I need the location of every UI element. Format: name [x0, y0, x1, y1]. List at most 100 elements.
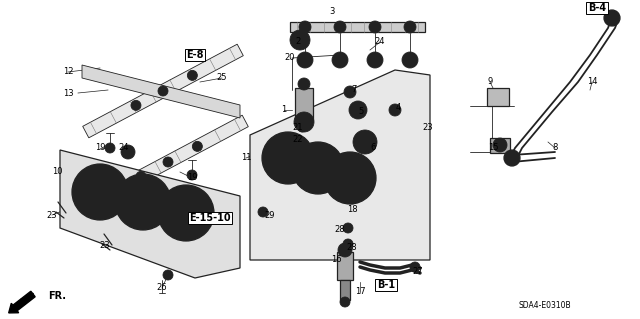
Circle shape [262, 132, 314, 184]
Text: FR.: FR. [48, 291, 66, 301]
Circle shape [163, 157, 173, 167]
Text: 11: 11 [241, 153, 252, 162]
Text: 15: 15 [488, 144, 499, 152]
Circle shape [300, 150, 336, 186]
Text: E-8: E-8 [186, 50, 204, 60]
Text: 1: 1 [282, 106, 287, 115]
Text: 12: 12 [63, 68, 73, 77]
Circle shape [115, 174, 171, 230]
Circle shape [123, 182, 163, 222]
Text: 19: 19 [187, 174, 197, 182]
Circle shape [188, 70, 197, 80]
Circle shape [158, 185, 214, 241]
Text: 2: 2 [296, 38, 301, 47]
Text: 26: 26 [157, 284, 167, 293]
Circle shape [340, 297, 350, 307]
Text: 28: 28 [335, 226, 346, 234]
Circle shape [367, 52, 383, 68]
Circle shape [344, 86, 356, 98]
Text: 6: 6 [371, 144, 376, 152]
Circle shape [332, 160, 368, 196]
Text: 19: 19 [95, 144, 105, 152]
Polygon shape [83, 44, 243, 138]
Text: 8: 8 [552, 144, 557, 152]
Text: 22: 22 [292, 136, 303, 145]
Circle shape [389, 104, 401, 116]
Circle shape [604, 10, 620, 26]
Text: 7: 7 [351, 85, 356, 94]
Text: 20: 20 [285, 54, 295, 63]
Circle shape [349, 101, 367, 119]
Circle shape [292, 142, 344, 194]
Text: 23: 23 [47, 211, 58, 219]
Circle shape [121, 145, 135, 159]
Text: B-1: B-1 [377, 280, 395, 290]
Text: 14: 14 [587, 78, 597, 86]
Circle shape [72, 164, 128, 220]
Circle shape [187, 170, 197, 180]
Circle shape [80, 172, 120, 212]
Circle shape [332, 52, 348, 68]
Text: 17: 17 [355, 287, 365, 296]
Circle shape [504, 150, 520, 166]
Text: 3: 3 [330, 8, 335, 17]
Circle shape [346, 192, 358, 204]
Circle shape [105, 143, 115, 153]
Circle shape [270, 140, 306, 176]
Text: 10: 10 [52, 167, 62, 176]
Circle shape [493, 138, 507, 152]
Circle shape [299, 21, 311, 33]
Text: SDA4-E0310B: SDA4-E0310B [518, 300, 572, 309]
Circle shape [297, 52, 313, 68]
Text: 18: 18 [347, 205, 357, 214]
Circle shape [294, 112, 314, 132]
Bar [487, 88, 509, 106]
Text: 4: 4 [396, 103, 401, 113]
Text: B-4: B-4 [588, 3, 606, 13]
Polygon shape [60, 150, 240, 278]
Polygon shape [250, 70, 430, 260]
Polygon shape [290, 22, 425, 32]
Circle shape [166, 193, 206, 233]
Circle shape [343, 239, 353, 249]
Circle shape [258, 207, 268, 217]
Circle shape [158, 86, 168, 96]
Text: 24: 24 [375, 38, 385, 47]
Circle shape [410, 262, 420, 272]
Text: 5: 5 [358, 108, 364, 116]
Text: 29: 29 [265, 211, 275, 219]
Text: 23: 23 [100, 241, 110, 249]
Circle shape [290, 30, 310, 50]
Circle shape [402, 52, 418, 68]
Text: E-15-10: E-15-10 [189, 213, 231, 223]
Circle shape [299, 137, 305, 143]
Circle shape [324, 152, 376, 204]
Polygon shape [88, 115, 248, 209]
Circle shape [298, 78, 310, 90]
Circle shape [163, 270, 173, 280]
Bar [490, 138, 510, 153]
Circle shape [343, 223, 353, 233]
Circle shape [334, 21, 346, 33]
Polygon shape [82, 65, 240, 118]
Bar [337, 252, 353, 280]
Circle shape [193, 141, 202, 152]
Circle shape [298, 124, 306, 132]
Circle shape [369, 21, 381, 33]
Circle shape [136, 171, 146, 182]
Circle shape [131, 100, 141, 110]
Bar [340, 280, 350, 300]
Text: 13: 13 [63, 88, 74, 98]
Bar [295, 88, 313, 120]
Text: 25: 25 [217, 73, 227, 83]
Text: 9: 9 [488, 78, 493, 86]
Text: 21: 21 [292, 123, 303, 132]
Text: 23: 23 [422, 123, 433, 132]
FancyArrow shape [9, 291, 35, 313]
Text: 16: 16 [331, 256, 341, 264]
Circle shape [353, 130, 377, 154]
Circle shape [404, 21, 416, 33]
Text: 24: 24 [119, 144, 129, 152]
Circle shape [338, 243, 352, 257]
Text: 27: 27 [413, 268, 423, 277]
